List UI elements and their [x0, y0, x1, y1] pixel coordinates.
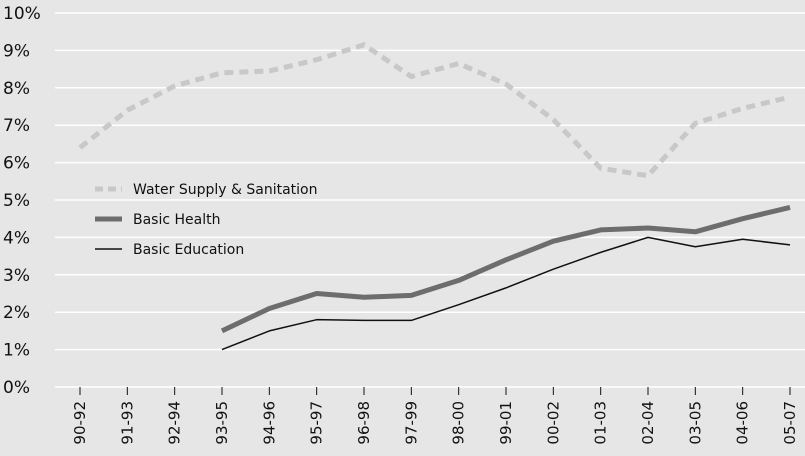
series-line-0 [78, 42, 791, 179]
y-tick-label: 1% [3, 341, 30, 361]
y-tick-label: 6% [3, 154, 30, 174]
x-tick-label: 03-05 [686, 401, 704, 445]
y-tick-label: 3% [3, 266, 30, 286]
x-tick-label: 90-92 [71, 401, 89, 445]
x-tick-label: 98-00 [450, 401, 468, 445]
y-tick-label: 5% [3, 191, 30, 211]
x-tick-label: 04-06 [734, 401, 752, 445]
x-tick-label: 97-99 [402, 401, 420, 445]
y-tick-label: 7% [3, 116, 30, 136]
y-tick-label: 0% [3, 378, 30, 398]
x-tick-label: 02-04 [639, 401, 657, 445]
legend-label-0: Water Supply & Sanitation [133, 182, 317, 198]
x-tick-label: 91-93 [118, 401, 136, 445]
y-tick-label: 9% [3, 41, 30, 61]
x-tick-label: 96-98 [355, 401, 373, 445]
y-tick-label: 4% [3, 228, 30, 248]
y-tick-label: 2% [3, 303, 30, 323]
y-tick-label: 10% [3, 4, 41, 24]
x-tick-label: 93-95 [213, 401, 231, 445]
legend-label-1: Basic Health [133, 212, 221, 228]
x-tick-label: 94-96 [260, 401, 278, 445]
y-tick-label: 8% [3, 79, 30, 99]
x-tick-label: 99-01 [497, 401, 515, 445]
x-tick-label: 05-07 [781, 401, 799, 445]
x-tick-label: 95-97 [308, 401, 326, 445]
x-tick-label: 92-94 [166, 401, 184, 445]
x-tick-label: 00-02 [544, 401, 562, 445]
legend-label-2: Basic Education [133, 242, 244, 258]
x-tick-label: 01-03 [592, 401, 610, 445]
